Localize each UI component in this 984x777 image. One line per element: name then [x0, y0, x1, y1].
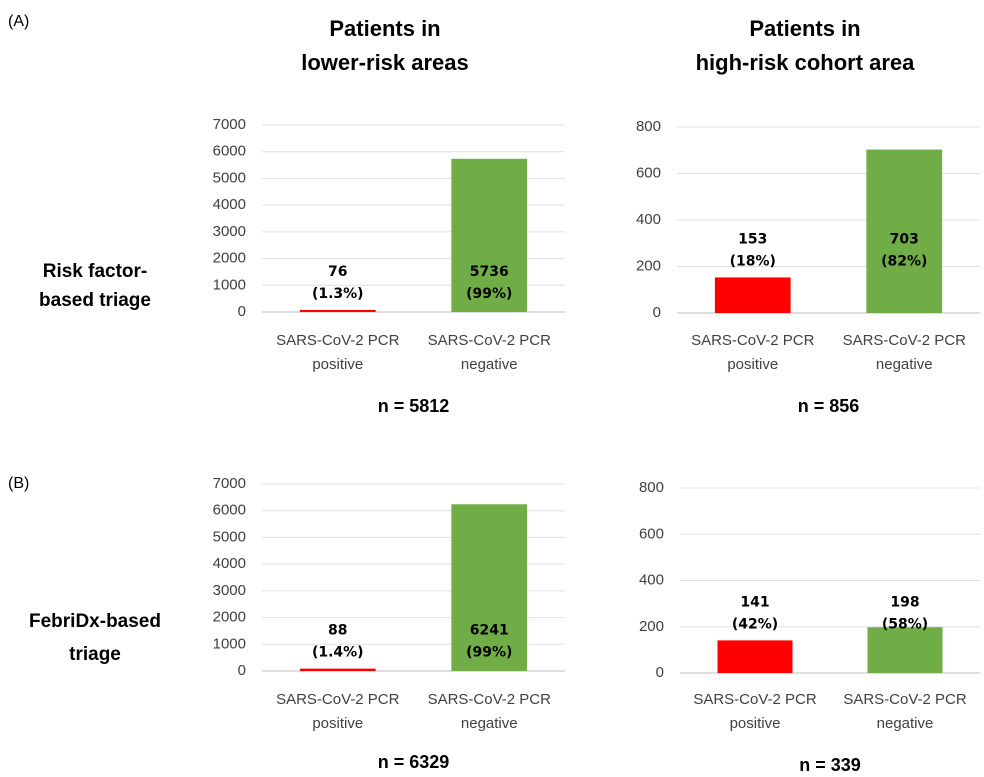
y-tick-label: 2000	[213, 250, 246, 267]
value-label: 153 (18%)	[730, 231, 776, 269]
x-tick-label: SARS-CoV-2 PCR negative	[843, 332, 967, 373]
y-tick-label: 6000	[213, 502, 246, 519]
value-label: 88 (1.4%)	[312, 623, 364, 661]
n-label: n = 339	[799, 755, 861, 775]
value-label: 5736 (99%)	[466, 264, 512, 302]
bar	[299, 309, 376, 312]
y-tick-label: 600	[639, 525, 664, 542]
y-tick-label: 7000	[213, 116, 246, 133]
y-tick-label: 2000	[213, 609, 246, 626]
y-tick-label: 400	[636, 211, 661, 228]
row-label: FebriDx-based triage	[29, 611, 161, 665]
y-tick-label: 1000	[213, 276, 246, 293]
y-tick-label: 4000	[213, 196, 246, 213]
y-tick-label: 0	[238, 662, 246, 679]
n-label: n = 856	[798, 396, 860, 416]
y-tick-label: 3000	[213, 223, 246, 240]
x-tick-label: SARS-CoV-2 PCR negative	[428, 332, 552, 373]
y-tick-label: 200	[639, 618, 664, 635]
n-label: n = 5812	[378, 396, 450, 416]
y-tick-label: 0	[656, 664, 664, 681]
y-tick-label: 0	[653, 304, 661, 321]
n-label: n = 6329	[378, 752, 450, 772]
y-tick-label: 6000	[213, 143, 246, 160]
bar	[714, 277, 791, 313]
x-tick-label: SARS-CoV-2 PCR positive	[276, 691, 400, 732]
value-label: 703 (82%)	[881, 231, 927, 269]
column-title: Patients in high-risk cohort area	[696, 16, 916, 75]
x-tick-label: SARS-CoV-2 PCR negative	[843, 691, 967, 732]
panel-label: (B)	[8, 475, 29, 492]
y-tick-label: 800	[639, 479, 664, 496]
value-label: 76 (1.3%)	[312, 264, 364, 302]
bar	[451, 158, 528, 312]
y-tick-label: 800	[636, 118, 661, 135]
y-tick-label: 5000	[213, 528, 246, 545]
y-tick-label: 600	[636, 164, 661, 181]
panel-label: (A)	[8, 13, 29, 30]
bar	[867, 627, 943, 673]
column-title: Patients in lower-risk areas	[301, 16, 469, 75]
bar	[299, 668, 376, 671]
y-tick-label: 1000	[213, 635, 246, 652]
bar	[717, 640, 793, 673]
row-label: Risk factor-based triage	[39, 261, 151, 311]
value-label: 6241 (99%)	[466, 623, 512, 661]
y-tick-label: 0	[238, 303, 246, 320]
y-tick-label: 7000	[213, 475, 246, 492]
y-tick-label: 5000	[213, 169, 246, 186]
bar	[451, 504, 528, 671]
x-tick-label: SARS-CoV-2 PCR positive	[276, 332, 400, 373]
y-tick-label: 400	[639, 571, 664, 588]
x-tick-label: SARS-CoV-2 PCR positive	[691, 332, 815, 373]
value-label: 141 (42%)	[732, 594, 778, 632]
bar	[866, 149, 943, 313]
value-label: 198 (58%)	[882, 594, 928, 632]
x-tick-label: SARS-CoV-2 PCR positive	[693, 691, 817, 732]
y-tick-label: 3000	[213, 582, 246, 599]
y-tick-label: 4000	[213, 555, 246, 572]
x-tick-label: SARS-CoV-2 PCR negative	[428, 691, 552, 732]
y-tick-label: 200	[636, 257, 661, 274]
